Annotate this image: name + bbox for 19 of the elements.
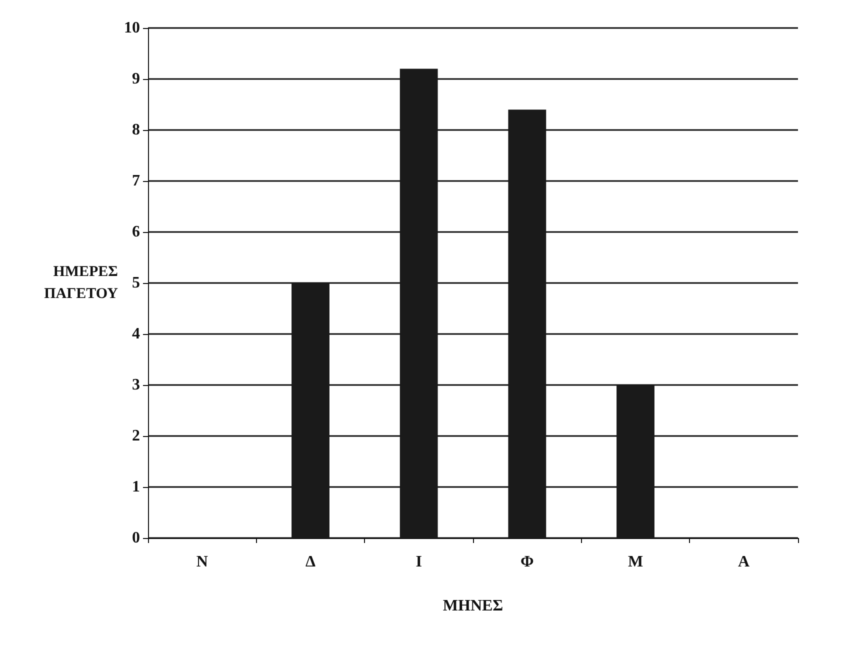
y-tick-label: 10 [124,20,140,36]
x-tick-label: Α [738,554,750,570]
y-tick-label: 3 [132,376,140,394]
y-axis-title: ΗΜΕΡΕΣ ΠΑΓΕΤΟΥ [44,264,118,302]
x-tick-label: Φ [520,554,534,570]
y-tick-label: 6 [132,224,140,240]
y-tick-label: 5 [132,274,140,292]
y-tick-label: 9 [132,70,140,88]
y-tick-label: 0 [132,530,140,546]
x-tick-label: Μ [628,554,644,570]
y-tick-label: 1 [132,478,140,496]
x-tick-label: Ι [416,554,422,570]
y-tick-label: 4 [132,326,140,342]
y-tick-label: 8 [132,122,140,138]
x-axis-title: ΜΗΝΕΣ [442,598,504,614]
y-tick-label: 7 [132,172,140,190]
x-tick-label: Ν [196,554,208,570]
y-tick-label: 2 [132,428,140,444]
x-tick-label: Δ [305,554,316,570]
